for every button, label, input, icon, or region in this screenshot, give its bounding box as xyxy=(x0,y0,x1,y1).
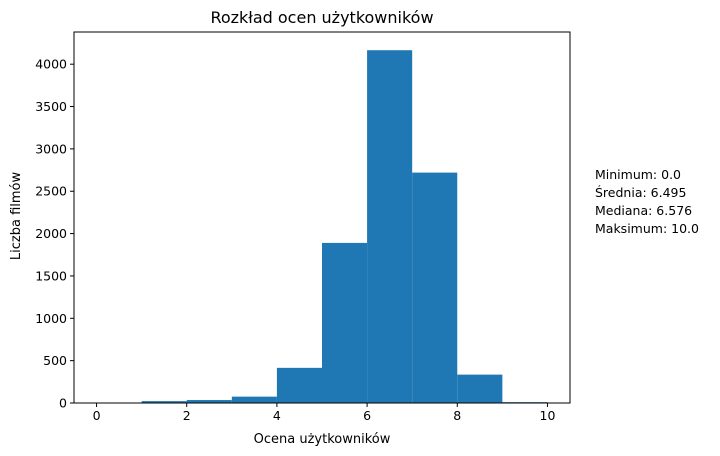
histogram-bar xyxy=(141,401,187,403)
histogram-bar xyxy=(367,50,413,404)
x-tick-label: 2 xyxy=(183,408,191,423)
histogram-bar xyxy=(322,242,368,403)
histogram-bar xyxy=(412,172,458,403)
histogram-bar xyxy=(186,400,232,403)
stats-panel: Minimum: 0.0 Średnia: 6.495 Mediana: 6.5… xyxy=(595,166,699,238)
stat-minimum: Minimum: 0.0 xyxy=(595,167,681,182)
y-tick-label: 1000 xyxy=(35,311,67,326)
stat-median: Mediana: 6.576 xyxy=(595,203,693,218)
x-tick-label: 8 xyxy=(453,408,461,423)
x-tick-label: 0 xyxy=(93,408,101,423)
x-tick-label: 4 xyxy=(273,408,281,423)
y-tick-label: 2000 xyxy=(35,226,67,241)
stat-maximum: Maksimum: 10.0 xyxy=(595,221,699,236)
chart-title: Rozkład ocen użytkowników xyxy=(210,8,433,27)
histogram-bar xyxy=(276,367,322,403)
histogram-bar xyxy=(457,374,503,403)
histogram-bar xyxy=(231,396,277,403)
y-tick-label: 0 xyxy=(59,396,67,411)
axes-layer: 0 2 4 6 8 10 0 500 1000 1500 2000 2500 3000 3500 4000 xyxy=(35,31,571,423)
y-tick-label: 500 xyxy=(43,353,67,368)
stat-mean: Średnia: 6.495 xyxy=(595,185,687,200)
x-tick-label: 10 xyxy=(540,408,556,423)
y-tick-label: 1500 xyxy=(35,268,67,283)
y-tick-label: 2500 xyxy=(35,184,67,199)
y-tick-label: 3500 xyxy=(35,99,67,114)
bars-layer xyxy=(96,50,548,404)
x-tick-label: 6 xyxy=(363,408,371,423)
y-tick-label: 4000 xyxy=(35,57,67,72)
y-axis-label: Liczba filmów xyxy=(9,172,24,261)
plot-frame xyxy=(73,31,571,404)
y-tick-label: 3000 xyxy=(35,141,67,156)
x-axis-label: Ocena użytkowników xyxy=(254,432,391,447)
